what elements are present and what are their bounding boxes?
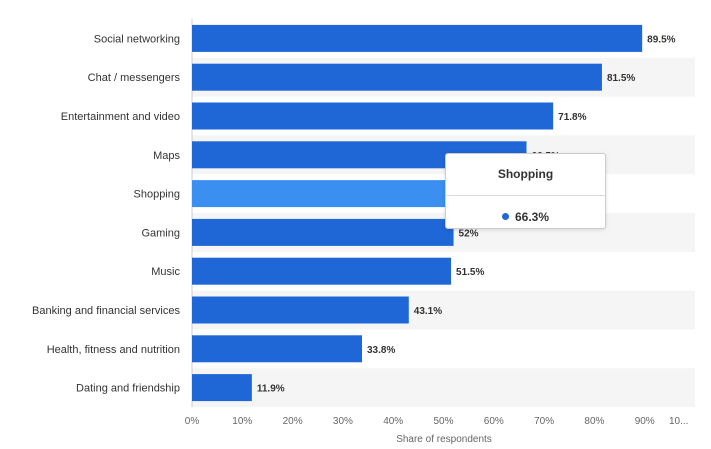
tooltip-title: Shopping: [497, 167, 554, 181]
x-tick-label: 10%: [232, 416, 252, 427]
x-tick-label: 20%: [283, 416, 303, 427]
bar[interactable]: [192, 102, 554, 130]
category-label: Health, fitness and nutrition: [47, 344, 180, 356]
category-label: Entertainment and video: [61, 111, 180, 123]
category-label: Shopping: [134, 189, 181, 201]
category-labels: Social networking Chat / messengers Entert…: [32, 33, 180, 394]
x-tick-label: 10...: [669, 416, 688, 427]
value-label: 81.5%: [607, 73, 635, 84]
value-label: 51.5%: [456, 267, 484, 278]
bar[interactable]: [192, 218, 454, 246]
tooltip: Shopping 66.3%: [445, 153, 606, 229]
value-label: 33.8%: [367, 345, 395, 356]
bar[interactable]: [192, 374, 252, 402]
x-axis-title: Share of respondents: [396, 434, 492, 445]
x-tick-label: 40%: [383, 416, 403, 427]
bar[interactable]: [192, 63, 602, 91]
category-label: Maps: [153, 150, 180, 162]
bar[interactable]: [192, 335, 363, 363]
category-label: Dating and friendship: [76, 383, 180, 395]
x-tick-label: 70%: [534, 416, 554, 427]
category-label: Chat / messengers: [88, 72, 181, 84]
x-tick-label: 90%: [635, 416, 655, 427]
x-tick-label: 80%: [584, 416, 604, 427]
value-label: 52%: [459, 228, 479, 239]
category-label: Gaming: [141, 227, 180, 239]
x-tick-label: 30%: [333, 416, 353, 427]
row-stripe: [192, 368, 695, 407]
x-tick-label: 60%: [484, 416, 504, 427]
category-label: Social networking: [94, 33, 180, 45]
value-label: 43.1%: [414, 306, 442, 317]
category-label: Banking and financial services: [32, 305, 180, 317]
tooltip-value: 66.3%: [514, 210, 550, 224]
value-label: 71.8%: [558, 112, 586, 123]
x-tick-label: 0%: [185, 416, 200, 427]
bar[interactable]: [192, 257, 452, 285]
tooltip-row: 66.3%: [446, 210, 605, 224]
series-dot-icon: [501, 213, 509, 220]
bar[interactable]: [192, 24, 643, 52]
x-axis-ticks: 0% 10% 20% 30% 40% 50% 60% 70% 80% 90% 10...: [185, 416, 689, 427]
bar[interactable]: [192, 296, 409, 324]
tooltip-divider: [446, 195, 605, 196]
value-label: 11.9%: [257, 384, 285, 395]
value-label: 89.5%: [647, 34, 675, 45]
x-tick-label: 50%: [433, 416, 453, 427]
category-label: Music: [151, 266, 180, 278]
